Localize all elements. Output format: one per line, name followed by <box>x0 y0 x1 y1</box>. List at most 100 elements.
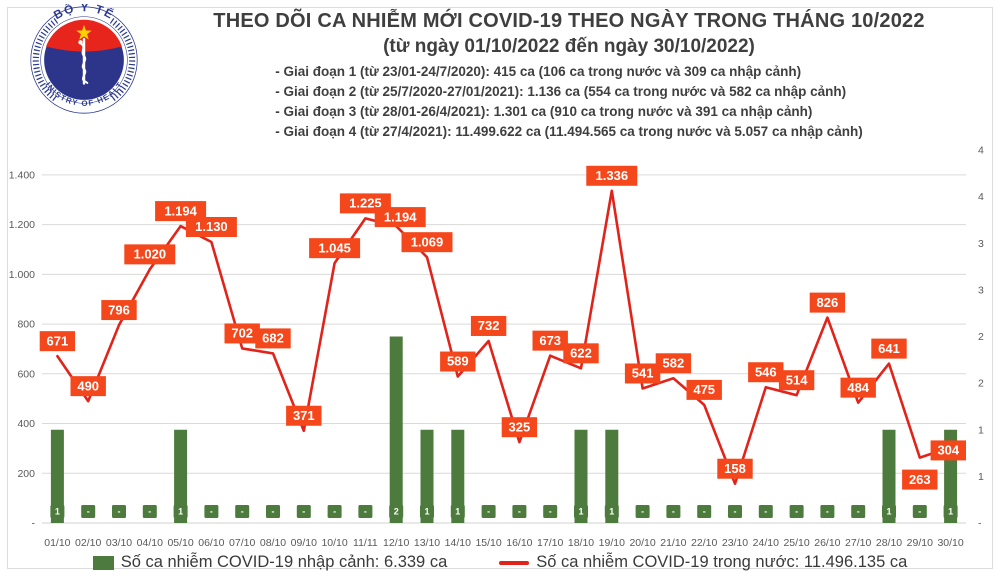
bar-label-box <box>943 505 958 518</box>
y-tick-right: 4 <box>978 145 984 157</box>
x-tick: 10/10 <box>321 537 347 549</box>
data-label: 1.194 <box>164 203 197 218</box>
data-label-box <box>624 363 661 384</box>
data-label: 484 <box>847 380 869 395</box>
x-tick: 29/10 <box>907 537 933 549</box>
data-label-box <box>224 323 260 344</box>
bar-label: 1 <box>578 507 583 517</box>
bar <box>574 429 588 523</box>
legend-item-domestic: Số ca nhiễm COVID-19 trong nước: 11.496.… <box>499 553 907 572</box>
y-tick-left: 600 <box>17 368 35 380</box>
x-tick: 09/10 <box>291 537 317 549</box>
page-title: THEO DÕI CA NHIỄM MỚI COVID-19 THEO NGÀY… <box>213 10 925 32</box>
bar-label-box <box>296 505 311 518</box>
bar-label: - <box>672 507 675 517</box>
bar-label-box <box>697 505 712 518</box>
bar-label: - <box>918 507 921 517</box>
bar <box>882 429 896 523</box>
data-label: 514 <box>786 372 808 387</box>
bar-label-box <box>204 505 219 518</box>
x-tick: 26/10 <box>814 537 840 549</box>
data-label: 541 <box>632 366 654 381</box>
data-label-box <box>778 370 815 391</box>
bar-label-box <box>173 505 188 518</box>
data-label-box <box>470 315 507 336</box>
rod-of-asclepius-icon <box>78 38 89 85</box>
y-tick-right: 2 <box>978 331 984 343</box>
bar-label-box <box>574 505 588 518</box>
x-tick: 02/10 <box>75 537 101 549</box>
phase-notes: - Giai đoạn 1 (từ 23/01-24/7/2020): 415 … <box>275 62 862 142</box>
x-tick: 07/10 <box>229 537 255 549</box>
bar <box>50 429 64 523</box>
data-label-box <box>101 300 137 321</box>
bar-label-box <box>758 505 773 518</box>
logo-hatch-right <box>109 18 136 102</box>
bar-label-box <box>327 505 342 518</box>
y-tick-right: 1 <box>978 471 984 483</box>
data-label: 1.194 <box>384 209 417 224</box>
bar-label-box <box>358 505 373 518</box>
data-label-box <box>185 217 237 238</box>
bar-label-box <box>882 505 896 518</box>
data-label-box <box>871 338 907 359</box>
data-label: 702 <box>231 326 253 341</box>
bar-label: - <box>302 507 305 517</box>
x-tick: 27/10 <box>845 537 871 549</box>
bar-label-box <box>789 505 804 518</box>
y-tick-left: - <box>32 518 36 530</box>
bar <box>174 429 188 523</box>
bar-label-box <box>481 505 496 518</box>
x-tick: 24/10 <box>753 537 779 549</box>
bar-label-box <box>50 505 65 518</box>
data-label: 622 <box>570 346 592 361</box>
bar-label-box <box>820 505 835 518</box>
legend-item-imported: Số ca nhiễm COVID-19 nhập cảnh: 6.339 ca <box>92 553 447 572</box>
bar-label: - <box>241 507 244 517</box>
bar-label: - <box>734 507 737 517</box>
bar <box>389 336 403 523</box>
bar-label-box <box>142 505 157 518</box>
bar-label: 1 <box>424 507 429 517</box>
x-tick: 08/10 <box>260 537 286 549</box>
x-tick: 06/10 <box>198 537 224 549</box>
x-tick: 25/10 <box>783 537 809 549</box>
y-tick-left: 400 <box>17 418 35 430</box>
bar-label-box <box>512 505 527 518</box>
data-label-box <box>655 353 692 374</box>
data-label-box <box>809 292 846 313</box>
y-tick-right: 2 <box>978 378 984 390</box>
bar <box>451 429 465 523</box>
bar-label: - <box>210 507 213 517</box>
bar-label-box <box>635 505 650 518</box>
data-label: 732 <box>478 318 500 333</box>
data-label: 1.130 <box>195 219 228 234</box>
y-tick-left: 800 <box>17 319 35 331</box>
phase-note-2: - Giai đoạn 2 (từ 25/7/2020-27/01/2021):… <box>275 84 847 99</box>
y-tick-left: 1.000 <box>9 269 35 281</box>
bar-label: 1 <box>886 507 891 517</box>
bar-label-box <box>389 505 404 518</box>
data-label-box <box>586 165 638 186</box>
bar-label: - <box>87 507 90 517</box>
y-tick-left: 1.400 <box>9 169 35 181</box>
bar-label-box <box>112 505 126 518</box>
x-tick: 13/10 <box>414 537 440 549</box>
data-label-box <box>717 458 753 479</box>
x-tick: 22/10 <box>691 537 717 549</box>
bar-label: - <box>857 507 860 517</box>
phase-note-1: - Giai đoạn 1 (từ 23/01-24/7/2020): 415 … <box>275 64 802 79</box>
data-label-box <box>401 232 453 253</box>
x-tick: 12/10 <box>383 537 409 549</box>
x-tick: 05/10 <box>167 537 193 549</box>
legend-domestic-label: Số ca nhiễm COVID-19 trong nước: 11.496.… <box>536 553 908 571</box>
data-label-box <box>902 469 938 490</box>
data-label: 1.020 <box>134 247 167 262</box>
data-label: 263 <box>909 472 931 487</box>
bar-label: 1 <box>55 507 60 517</box>
y-tick-left: 1.200 <box>9 219 35 231</box>
x-tick: 23/10 <box>722 537 748 549</box>
bar-swatch-icon <box>92 555 114 570</box>
